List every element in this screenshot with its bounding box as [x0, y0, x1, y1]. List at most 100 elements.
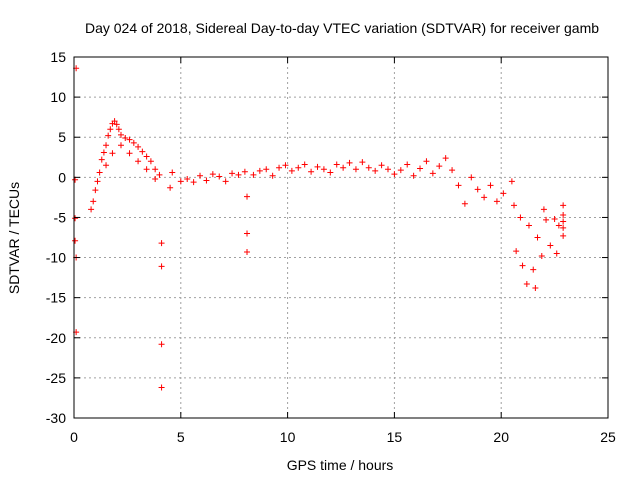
data-point: [115, 126, 122, 133]
data-point: [263, 166, 270, 173]
data-point: [103, 142, 110, 149]
data-points: [72, 65, 567, 391]
data-point: [167, 184, 174, 191]
data-point: [72, 215, 79, 222]
data-point: [493, 198, 500, 205]
data-point: [538, 252, 545, 259]
data-point: [560, 202, 567, 209]
data-point: [314, 163, 321, 170]
data-point: [410, 172, 417, 179]
data-point: [359, 159, 366, 166]
data-point: [384, 166, 391, 173]
data-point: [560, 212, 567, 219]
data-point: [560, 224, 567, 231]
data-point: [340, 164, 347, 171]
data-point: [250, 171, 257, 178]
data-point: [308, 168, 315, 175]
data-point: [269, 172, 276, 179]
data-point: [143, 153, 150, 160]
data-point: [352, 166, 359, 173]
chart-title: Day 024 of 2018, Sidereal Day-to-day VTE…: [85, 20, 599, 36]
data-point: [190, 179, 197, 186]
data-point: [113, 121, 120, 128]
y-tick-label: -5: [54, 209, 67, 225]
y-tick-label: 5: [58, 129, 66, 145]
y-tick-label: 15: [50, 49, 66, 65]
data-point: [184, 175, 191, 182]
x-axis-label: GPS time / hours: [287, 457, 394, 473]
data-point: [111, 118, 118, 125]
data-point: [100, 149, 107, 156]
x-tick-label: 20: [493, 429, 509, 445]
data-point: [130, 139, 137, 146]
data-point: [244, 230, 251, 237]
data-point: [135, 158, 142, 165]
data-point: [88, 206, 95, 213]
data-point: [72, 237, 79, 244]
data-point: [481, 194, 488, 201]
data-point: [244, 248, 251, 255]
data-point: [397, 167, 404, 174]
y-tick-label: -25: [46, 370, 66, 386]
data-point: [378, 162, 385, 169]
data-point: [103, 162, 110, 169]
data-point: [117, 131, 124, 138]
data-point: [333, 161, 340, 168]
data-point: [547, 242, 554, 249]
data-point: [90, 198, 97, 205]
data-point: [555, 222, 562, 229]
x-tick-label: 10: [280, 429, 296, 445]
data-point: [126, 136, 133, 143]
data-point: [455, 182, 462, 189]
data-point: [540, 206, 547, 213]
y-axis-label: SDTVAR / TECUs: [6, 182, 22, 294]
y-tick-label: -15: [46, 290, 66, 306]
data-point: [423, 158, 430, 165]
data-point: [139, 148, 146, 155]
data-point: [197, 172, 204, 179]
data-point: [135, 143, 142, 150]
data-point: [96, 169, 103, 176]
data-point: [241, 168, 248, 175]
data-point: [530, 266, 537, 273]
x-tick-label: 15: [387, 429, 403, 445]
data-point: [523, 281, 530, 288]
data-point: [320, 166, 327, 173]
data-point: [436, 163, 443, 170]
data-point: [169, 169, 176, 176]
data-point: [158, 341, 165, 348]
data-point: [327, 169, 334, 176]
y-tick-label: 10: [50, 89, 66, 105]
data-point: [372, 167, 379, 174]
data-point: [158, 384, 165, 391]
data-point: [158, 240, 165, 247]
data-point: [417, 165, 424, 172]
data-point: [525, 222, 532, 229]
data-point: [244, 193, 251, 200]
data-point: [449, 167, 456, 174]
data-point: [117, 142, 124, 149]
data-point: [391, 171, 398, 178]
data-point: [553, 250, 560, 257]
data-point: [177, 178, 184, 185]
y-tick-label: -10: [46, 250, 66, 266]
data-point: [126, 150, 133, 157]
data-point: [519, 262, 526, 269]
data-point: [216, 173, 223, 180]
data-point: [365, 164, 372, 171]
data-point: [429, 170, 436, 177]
data-point: [107, 126, 114, 133]
x-tick-label: 5: [177, 429, 185, 445]
data-point: [122, 135, 129, 142]
data-point: [532, 285, 539, 292]
data-point: [517, 214, 524, 221]
data-point: [301, 161, 308, 168]
data-point: [346, 159, 353, 166]
data-point: [543, 216, 550, 223]
data-point: [551, 216, 558, 223]
data-point: [143, 166, 150, 173]
data-point: [511, 202, 518, 209]
data-point: [508, 178, 515, 185]
